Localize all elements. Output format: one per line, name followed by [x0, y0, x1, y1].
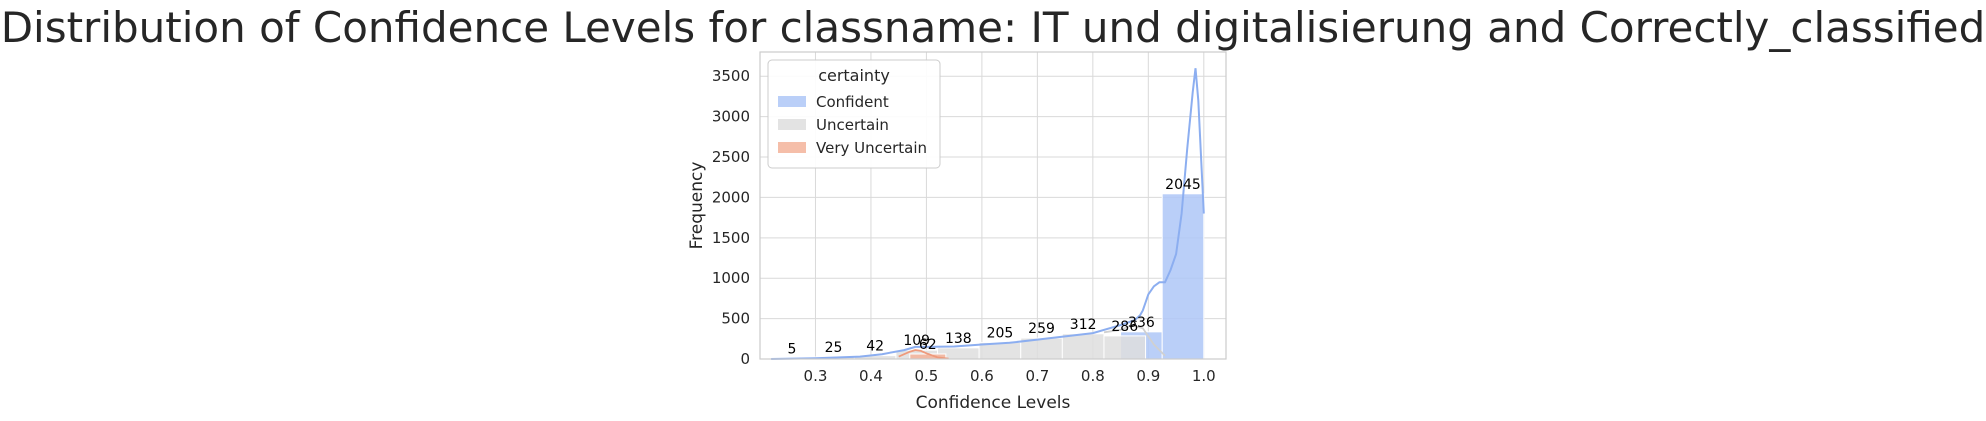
kde-line-confident: [771, 68, 1205, 360]
bar-value-label: 42: [866, 339, 884, 355]
legend-entry: Uncertain: [816, 116, 889, 134]
label-layer: 336 2045 5 25 42 109 138 205 259 312 286 62: [787, 177, 1200, 358]
bar-value-label: 259: [1028, 321, 1055, 337]
x-tick-label: 0.6: [970, 367, 994, 385]
x-tick-label: 0.8: [1081, 367, 1105, 385]
y-tick-label: 2500: [712, 148, 750, 166]
y-tick-label: 1000: [712, 269, 750, 287]
bar-value-label: 5: [787, 342, 796, 358]
x-tick-label: 0.9: [1136, 367, 1160, 385]
legend-title: certainty: [818, 66, 890, 85]
axis-layer: 0.3 0.4 0.5 0.6 0.7 0.8 0.9 1.0 0 500 1000 1500 2000…: [687, 51, 1227, 413]
legend-swatch: [778, 142, 806, 153]
kde-line-very-uncertain: [898, 349, 949, 360]
bar-value-label: 25: [825, 340, 843, 356]
x-axis-label: Confidence Levels: [916, 393, 1071, 413]
y-tick-label: 1500: [712, 229, 750, 247]
bar-value-label: 2045: [1165, 177, 1201, 193]
y-tick-label: 2000: [712, 188, 750, 206]
y-tick-label: 0: [740, 350, 750, 368]
x-tick-label: 0.5: [914, 367, 938, 385]
y-axis-label: Frequency: [687, 162, 707, 250]
legend: certainty Confident Uncertain Very Uncertai…: [767, 59, 941, 169]
kde-layer: [771, 68, 1205, 360]
y-tick-label: 3000: [712, 108, 750, 126]
kde-line-uncertain: [1103, 324, 1166, 357]
plot-frame: [759, 51, 1227, 360]
bar: [1061, 333, 1105, 360]
y-tick-label: 3500: [712, 67, 750, 85]
chart-title: Distribution of Confidence Levels for cl…: [0, 3, 1986, 52]
bar-value-label: 138: [945, 331, 972, 347]
x-tick-label: 0.4: [859, 367, 883, 385]
legend-entry: Confident: [816, 93, 889, 111]
bar-value-label: 62: [919, 337, 937, 353]
x-tick-label: 0.3: [804, 367, 828, 385]
x-tick-label: 1.0: [1192, 367, 1216, 385]
bar-value-label: 205: [987, 325, 1014, 341]
legend-swatch: [778, 96, 806, 107]
x-tick-label: 0.7: [1025, 367, 1049, 385]
bar-value-label: 336: [1128, 315, 1155, 331]
bar-value-label: 109: [903, 333, 930, 349]
bar-value-label: 286: [1111, 319, 1138, 335]
legend-swatch: [778, 119, 806, 130]
legend-box: [767, 59, 941, 169]
legend-entry: Very Uncertain: [816, 139, 927, 157]
bar-value-label: 312: [1070, 317, 1097, 333]
bar: [1103, 335, 1147, 360]
y-tick-label: 500: [721, 310, 750, 328]
